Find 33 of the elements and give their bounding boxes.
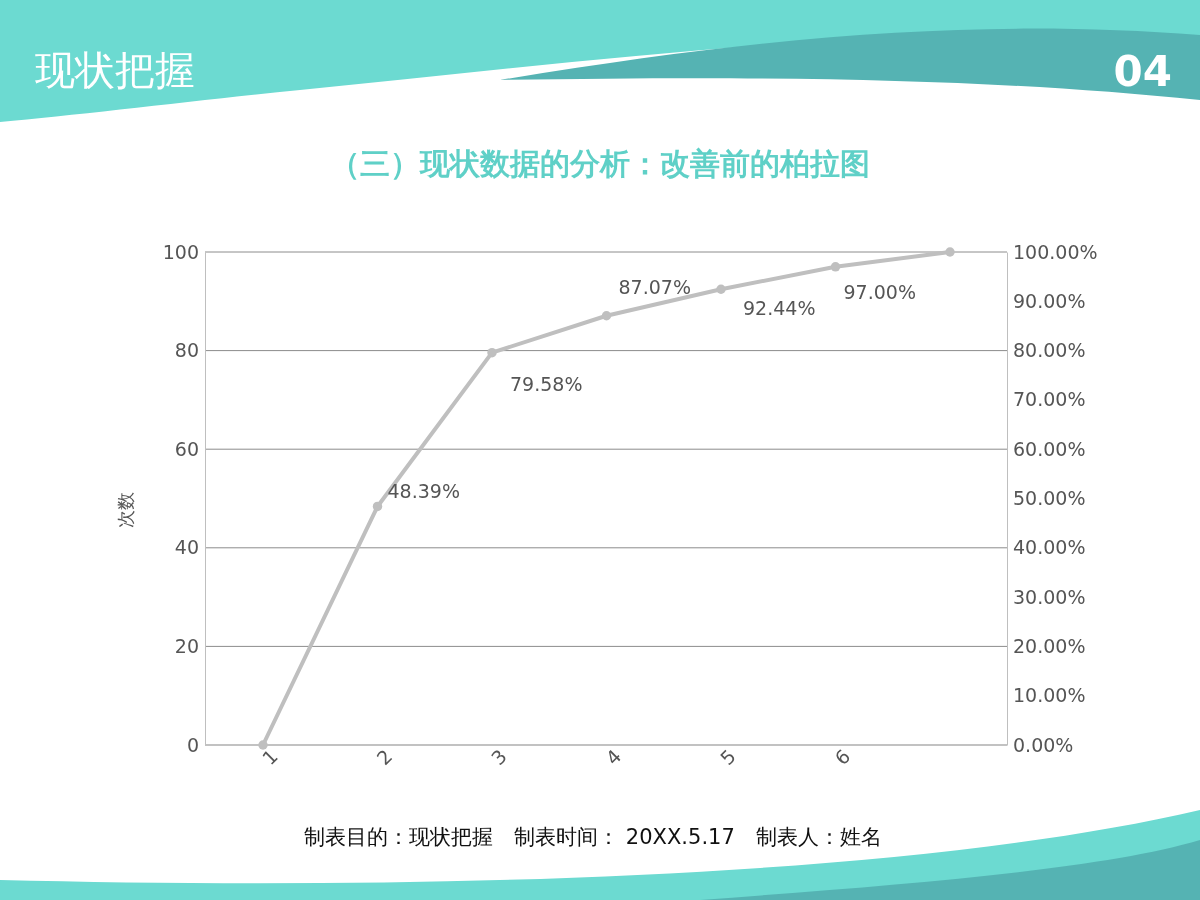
- x-tick-label: 3: [486, 745, 511, 770]
- y-tick-label: 60: [174, 437, 199, 460]
- y2-tick-label: 10.00%: [1013, 684, 1086, 707]
- y2-tick-label: 30.00%: [1013, 585, 1086, 608]
- data-label: 92.44%: [743, 297, 816, 320]
- y2-tick-label: 90.00%: [1013, 289, 1086, 312]
- y2-tick-label: 80.00%: [1013, 339, 1086, 362]
- y2-tick-label: 0.00%: [1013, 733, 1074, 756]
- data-label: 87.07%: [618, 275, 691, 298]
- y2-tick-label: 50.00%: [1013, 487, 1086, 510]
- x-tick-label: 6: [830, 745, 855, 770]
- y-tick-label: 40: [174, 536, 199, 559]
- y2-tick-label: 70.00%: [1013, 388, 1086, 411]
- x-tick-label: 4: [601, 745, 626, 770]
- y-tick-label: 80: [174, 339, 199, 362]
- y2-tick-label: 20.00%: [1013, 634, 1086, 657]
- text: 04: [1113, 47, 1172, 96]
- y-tick-label: 20: [174, 634, 199, 657]
- text: 制表目的：现状把握 制表时间： 20XX.5.17 制表人：姓名: [304, 825, 882, 849]
- data-label: 79.58%: [510, 372, 583, 395]
- y-tick-label: 0: [186, 733, 199, 756]
- x-tick-label: 5: [715, 745, 740, 770]
- y2-tick-label: 60.00%: [1013, 437, 1086, 460]
- x-tick-label: 2: [372, 745, 397, 770]
- text: 现状把握: [35, 47, 195, 93]
- x-tick-label: 1: [257, 745, 282, 770]
- data-label: 48.39%: [387, 480, 460, 503]
- y-tick-label: 100: [162, 240, 199, 263]
- data-label: 97.00%: [843, 280, 916, 303]
- y2-tick-label: 100.00%: [1013, 240, 1098, 263]
- chart-title: （三）现状数据的分析：改善前的柏拉图: [330, 146, 870, 181]
- y2-tick-label: 40.00%: [1013, 536, 1086, 559]
- y-axis-title: 次数: [115, 492, 136, 528]
